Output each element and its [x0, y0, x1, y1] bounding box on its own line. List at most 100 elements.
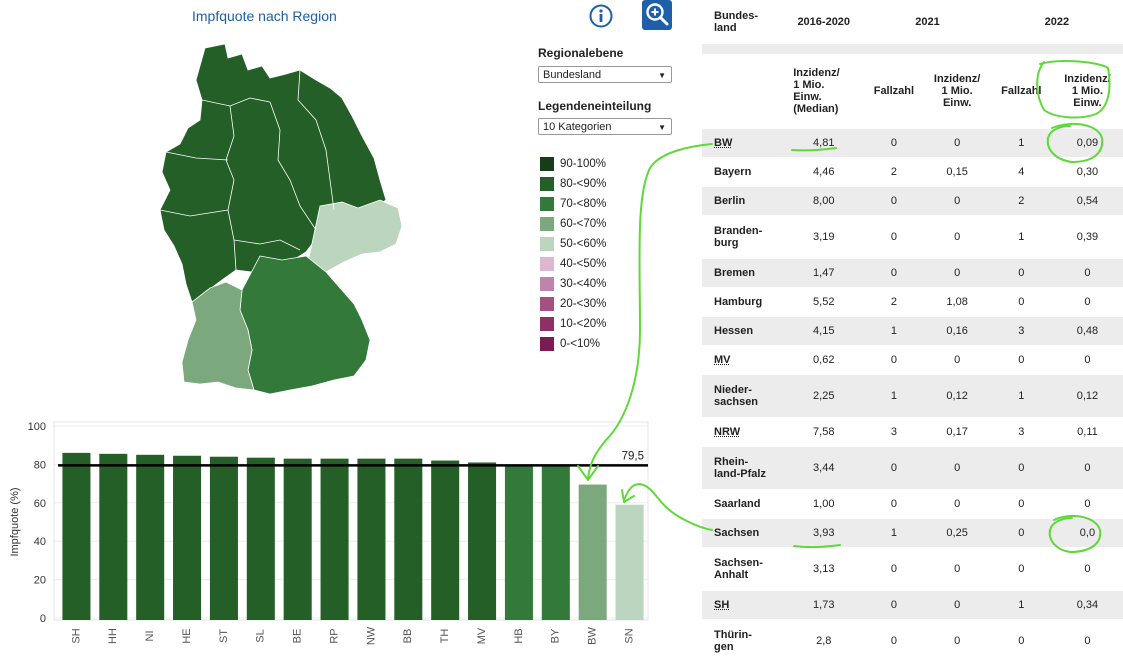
table-subheader-cell: Inzidenz/1 Mio.Einw.(Median) [783, 54, 864, 129]
table-subheader-cell [702, 54, 783, 129]
table-cell-region: Nieder-sachsen [702, 375, 783, 418]
table-cell-region: NRW [702, 418, 783, 447]
legend-item: 80-<90% [540, 174, 606, 194]
legend-label: 20-<30% [560, 298, 606, 310]
legend-item: 30-<40% [540, 274, 606, 294]
table-cell-region: Sachsen-Anhalt [702, 548, 783, 591]
y-tick-label: 100 [28, 421, 46, 433]
legend-item: 90-100% [540, 154, 606, 174]
table-row: SH1,730010,34 [702, 591, 1123, 620]
germany-map[interactable] [130, 40, 420, 400]
table-cell: 0 [991, 346, 1052, 375]
table-cell-region: Bayern [702, 158, 783, 187]
chevron-down-icon: ▼ [658, 119, 666, 136]
x-tick-label: SL [255, 629, 267, 642]
table-cell: 0 [1052, 447, 1123, 490]
table-cell: 2,8 [783, 620, 864, 662]
table-cell: 0,48 [1052, 317, 1123, 346]
legend-swatch [540, 217, 554, 231]
table-cell: 2 [991, 187, 1052, 216]
table-cell: 0 [1052, 346, 1123, 375]
table-cell: 4,15 [783, 317, 864, 346]
legend-swatch [540, 317, 554, 331]
table-cell: 0 [864, 346, 923, 375]
table-cell: 0,39 [1052, 216, 1123, 259]
table-cell: 0 [991, 620, 1052, 662]
map-region-sn [308, 200, 402, 272]
x-tick-label: BB [402, 629, 414, 644]
chevron-down-icon: ▼ [658, 67, 666, 84]
map-region-by [240, 256, 370, 394]
bar-sh [62, 453, 90, 620]
header-bundesland: Bundes-land [702, 0, 783, 44]
zoom-in-icon[interactable] [642, 0, 672, 30]
info-icon[interactable] [589, 4, 613, 28]
table-cell: 0,12 [924, 375, 991, 418]
bar-rp [321, 459, 349, 620]
table-cell: 0,30 [1052, 158, 1123, 187]
bar-he [173, 456, 201, 620]
legend-item: 10-<20% [540, 314, 606, 334]
table-cell: 0,16 [924, 317, 991, 346]
table-cell: 1,47 [783, 259, 864, 288]
bar-by [542, 466, 570, 620]
table-cell: 0 [864, 259, 923, 288]
table-row: NRW7,5830,1730,11 [702, 418, 1123, 447]
bar-chart: 020406080100Impfquote (%)SHHHNIHESTSLBER… [0, 418, 660, 660]
header-year-2021: 2021 [864, 0, 990, 44]
legend-item: 50-<60% [540, 234, 606, 254]
legend-swatch [540, 277, 554, 291]
table-cell-region: Sachsen [702, 519, 783, 548]
bar-sl [247, 458, 275, 620]
header-year-2022: 2022 [991, 0, 1123, 44]
table-cell-region: SH [702, 591, 783, 620]
table-cell: 3 [991, 418, 1052, 447]
table-subheader-cell: Inzidenz/1 Mio.Einw. [924, 54, 991, 129]
table-cell-region: BW [702, 129, 783, 158]
reference-line-label: 79,5 [622, 450, 644, 462]
table-cell: 0,17 [924, 418, 991, 447]
legend-label: 50-<60% [560, 238, 606, 250]
incidence-table: Bundes-land2016-202020212022Inzidenz/1 M… [702, 0, 1123, 662]
table-cell-region: Hessen [702, 317, 783, 346]
table-cell: 0 [864, 447, 923, 490]
table-subheader-cell: Inzidenz/1 Mio.Einw. [1052, 54, 1123, 129]
table-cell: 1 [991, 375, 1052, 418]
table-cell: 0 [924, 591, 991, 620]
x-tick-label: BW [587, 627, 599, 645]
table-cell-region: Bremen [702, 259, 783, 288]
table-cell: 0 [1052, 620, 1123, 662]
header-period-2016-2020: 2016-2020 [783, 0, 864, 44]
table-cell: 0 [924, 129, 991, 158]
legend-swatch [540, 197, 554, 211]
region-level-value: Bundesland [543, 69, 601, 81]
x-tick-label: ST [218, 629, 230, 643]
table-cell: 5,52 [783, 288, 864, 317]
legend-division-label: Legendeneinteilung [538, 99, 651, 113]
legend-label: 40-<50% [560, 258, 606, 270]
table-cell: 0 [924, 490, 991, 519]
table-cell: 3 [864, 418, 923, 447]
table-cell: 3,13 [783, 548, 864, 591]
x-tick-label: BE [292, 629, 304, 644]
legend-label: 70-<80% [560, 198, 606, 210]
legend-division-select[interactable]: 10 Kategorien ▼ [538, 118, 672, 135]
table-cell-region: Berlin [702, 187, 783, 216]
table-cell: 1 [864, 375, 923, 418]
legend-item: 0-<10% [540, 334, 606, 354]
x-tick-label: TH [439, 629, 451, 644]
x-tick-label: NW [365, 626, 377, 645]
bar-sn [616, 505, 644, 620]
legend-label: 10-<20% [560, 318, 606, 330]
map-legend: 90-100%80-<90%70-<80%60-<70%50-<60%40-<5… [540, 154, 606, 354]
table-cell: 1 [864, 317, 923, 346]
legend-division-value: 10 Kategorien [543, 121, 612, 133]
table-row: Bayern4,4620,1540,30 [702, 158, 1123, 187]
region-level-select[interactable]: Bundesland ▼ [538, 66, 672, 83]
legend-swatch [540, 337, 554, 351]
table-cell-region: MV [702, 346, 783, 375]
table-header-divider [702, 44, 1123, 54]
bar-st [210, 457, 238, 620]
table-cell: 0,11 [1052, 418, 1123, 447]
table-cell: 0 [864, 548, 923, 591]
